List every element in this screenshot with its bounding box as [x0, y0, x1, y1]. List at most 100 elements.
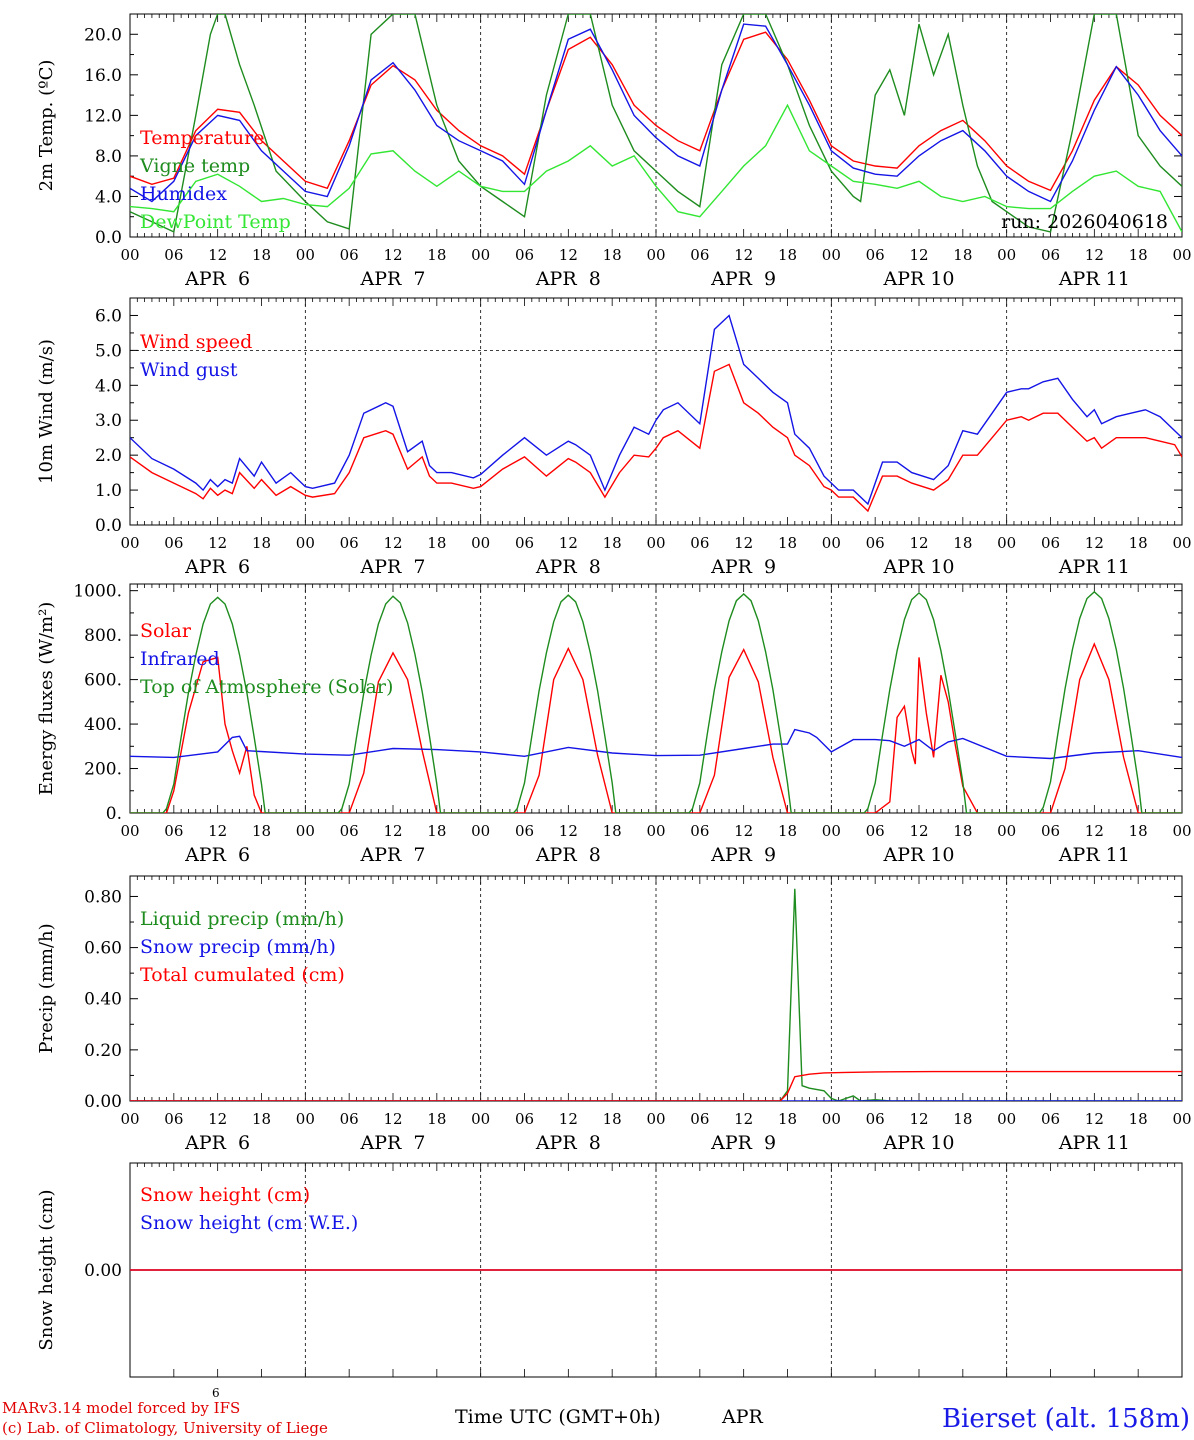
x-tick-label: 06: [164, 246, 183, 264]
x-tick-label: 12: [1085, 822, 1104, 840]
x-tick-label: 18: [953, 246, 972, 264]
x-tick-label: 12: [383, 822, 402, 840]
x-tick-label: 06: [164, 822, 183, 840]
y-tick-label: 3.0: [95, 411, 122, 431]
x-tick-label: 06: [690, 246, 709, 264]
x-tick-label: 12: [383, 534, 402, 552]
y-tick-label: 4.0: [95, 187, 122, 207]
day-label: APR 8: [535, 844, 601, 866]
legend-entry: Top of Atmosphere (Solar): [140, 676, 393, 698]
day-label: APR 11: [1058, 556, 1130, 578]
x-tick-label: 18: [953, 822, 972, 840]
start-day-label: 6: [212, 1386, 220, 1400]
footer: MARv3.14 model forced by IFS (c) Lab. of…: [2, 1386, 1190, 1437]
x-tick-label: 06: [515, 246, 534, 264]
x-tick-label: 12: [208, 822, 227, 840]
x-tick-label: 12: [383, 246, 402, 264]
y-tick-label: 600.: [84, 671, 122, 691]
run-label: run: 2026040618: [1001, 211, 1168, 233]
x-tick-label: 18: [427, 534, 446, 552]
day-label: APR 9: [710, 1132, 776, 1154]
x-tick-label: 00: [120, 534, 139, 552]
y-tick-label: 0.80: [84, 887, 122, 907]
x-tick-label: 18: [953, 1110, 972, 1128]
day-label: APR 9: [710, 556, 776, 578]
x-tick-label: 12: [909, 534, 928, 552]
x-tick-label: 18: [252, 1110, 271, 1128]
y-tick-label: 0.0: [95, 228, 122, 248]
x-tick-label: 18: [778, 822, 797, 840]
x-tick-label: 18: [252, 246, 271, 264]
x-tick-label: 06: [866, 246, 885, 264]
legend-entry: Wind gust: [140, 359, 238, 381]
legend-entry: Solar: [140, 620, 192, 642]
x-tick-label: 06: [340, 1110, 359, 1128]
x-tick-label: 00: [120, 822, 139, 840]
x-tick-label: 06: [866, 1110, 885, 1128]
x-tick-label: 18: [603, 246, 622, 264]
panel-wind: 0.0 1.0 2.0 3.0 4.0 5.0 6.0 10m Wind (m/s) Wind …: [36, 297, 1192, 578]
x-tick-label: 00: [296, 822, 315, 840]
legend-entry: Total cumulated (cm): [140, 964, 345, 986]
y-tick-label: 0.20: [84, 1041, 122, 1061]
x-tick-label: 00: [646, 246, 665, 264]
day-label: APR 8: [535, 556, 601, 578]
y-axis-title: 2m Temp. (ºC): [36, 60, 57, 192]
y-tick-label: 16.0: [84, 66, 122, 86]
x-tick-label: 06: [1041, 246, 1060, 264]
series-line-dewpoint-temp: [130, 103, 1182, 233]
x-tick-label: 12: [208, 246, 227, 264]
x-tick-label: 06: [690, 534, 709, 552]
x-tick-label: 00: [997, 822, 1016, 840]
x-tick-label: 00: [997, 534, 1016, 552]
x-tick-label: 18: [778, 534, 797, 552]
x-tick-label: 18: [778, 1110, 797, 1128]
month-label: APR: [721, 1406, 764, 1428]
x-tick-label: 00: [471, 822, 490, 840]
x-tick-label: 00: [997, 246, 1016, 264]
x-tick-label: 18: [1129, 822, 1148, 840]
x-tick-label: 06: [340, 822, 359, 840]
y-tick-label: 2.0: [95, 446, 122, 466]
y-tick-label: 0.0: [95, 516, 122, 536]
y-tick-label: 8.0: [95, 147, 122, 167]
x-tick-label: 12: [734, 1110, 753, 1128]
x-tick-label: 06: [515, 822, 534, 840]
x-tick-label: 12: [559, 246, 578, 264]
legend-entry: DewPoint Temp: [140, 211, 291, 233]
model-credit-line: MARv3.14 model forced by IFS: [2, 1399, 240, 1417]
x-tick-label: 06: [690, 822, 709, 840]
x-tick-label: 12: [208, 534, 227, 552]
lab-credit-line: (c) Lab. of Climatology, University of L…: [2, 1419, 328, 1437]
y-tick-label: 6.0: [95, 306, 122, 326]
x-tick-label: 12: [208, 1110, 227, 1128]
y-tick-label: 0.40: [84, 990, 122, 1010]
time-axis-title: Time UTC (GMT+0h): [455, 1406, 661, 1428]
series-line-temperature: [130, 31, 1182, 192]
x-tick-label: 00: [296, 246, 315, 264]
x-tick-label: 00: [646, 822, 665, 840]
day-label: APR 11: [1058, 268, 1130, 290]
x-tick-label: 00: [296, 1110, 315, 1128]
day-label: APR 7: [360, 556, 426, 578]
x-tick-label: 00: [822, 246, 841, 264]
x-tick-label: 12: [559, 534, 578, 552]
legend-entry: Liquid precip (mm/h): [140, 908, 344, 930]
series-line-infrared: [130, 728, 1182, 760]
day-label: APR 10: [882, 268, 954, 290]
day-label: APR 7: [360, 844, 426, 866]
x-tick-label: 06: [1041, 534, 1060, 552]
x-tick-label: 18: [252, 534, 271, 552]
day-label: APR 6: [184, 268, 250, 290]
x-tick-label: 00: [1172, 534, 1191, 552]
legend-entry: Wind speed: [140, 331, 252, 353]
day-label: APR 6: [184, 844, 250, 866]
day-label: APR 6: [184, 556, 250, 578]
x-tick-label: 00: [646, 1110, 665, 1128]
legend-entry: Temperature: [140, 127, 264, 149]
y-tick-label: 800.: [84, 626, 122, 646]
x-tick-label: 00: [471, 534, 490, 552]
x-tick-label: 12: [559, 822, 578, 840]
legend-entry: Vigne temp: [139, 155, 250, 177]
y-axis-title: Precip (mm/h): [36, 923, 57, 1053]
